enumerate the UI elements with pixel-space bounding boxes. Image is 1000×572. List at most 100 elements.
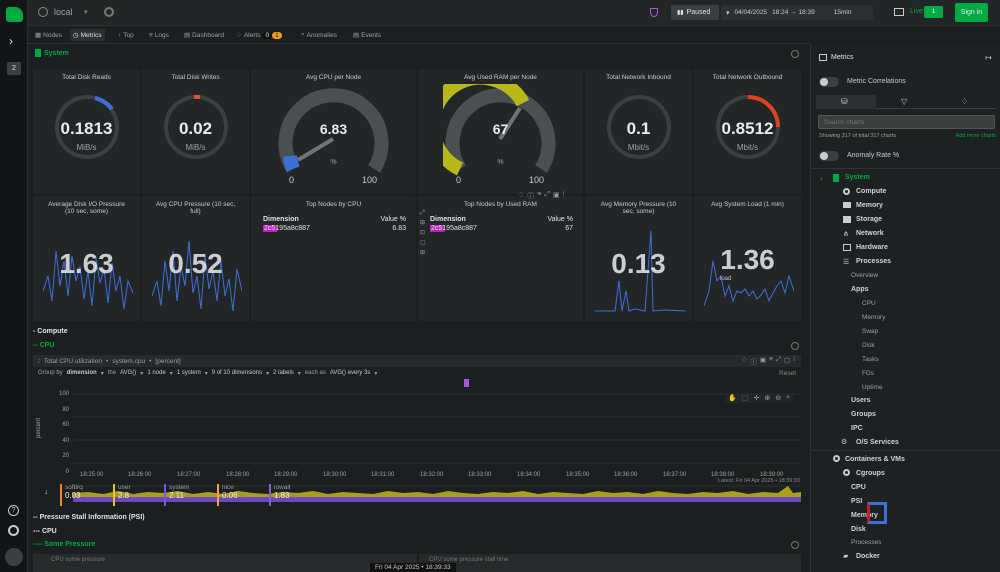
chart-memory-pressure[interactable]: Avg Memory Pressure (10 sec, some) 0.13 xyxy=(585,196,692,321)
grid-icon[interactable]: ⁞ xyxy=(793,356,795,363)
zoom-in-icon[interactable]: ⊕ xyxy=(764,395,771,402)
tab-events[interactable]: ▤ Events xyxy=(353,29,381,41)
tree-item[interactable]: FDs xyxy=(862,370,874,377)
tree-item[interactable]: System xyxy=(845,174,870,181)
psi-bookmark-icon[interactable] xyxy=(791,541,799,549)
search-charts-input[interactable] xyxy=(818,115,995,129)
avg-aggregation[interactable]: AVG() xyxy=(120,370,137,376)
expand-sidebar-icon[interactable]: › xyxy=(9,34,13,48)
tree-item[interactable]: CPU xyxy=(851,484,866,491)
node-name[interactable]: 2c5195a8c887 xyxy=(263,225,311,232)
select-icon[interactable]: ⬚ xyxy=(741,395,749,402)
tree-item[interactable]: PSI xyxy=(851,498,863,505)
crosshair-icon[interactable]: ✛ xyxy=(753,395,760,402)
tab-top[interactable]: ↑ Top xyxy=(118,29,134,41)
tree-item[interactable]: Compute xyxy=(856,188,887,195)
tab-nodes[interactable]: ▦ Nodes xyxy=(35,29,62,41)
tree-item[interactable]: Hardware xyxy=(856,244,888,251)
pause-button[interactable]: ▮▮ Paused xyxy=(671,5,719,20)
gauge-disk-writes[interactable]: Total Disk Writes 0.02 MiB/s xyxy=(142,69,249,194)
tree-item[interactable]: Overview xyxy=(851,272,879,279)
tree-item[interactable]: Memory xyxy=(851,512,878,519)
tree-item[interactable]: Cgroups xyxy=(856,470,885,477)
correlations-toggle[interactable] xyxy=(819,77,839,87)
legend-item[interactable]: iowait 1.83 % xyxy=(269,484,319,506)
drag-icon[interactable]: ⁞ xyxy=(562,191,565,198)
alert-icon[interactable]: ♢ xyxy=(518,192,525,199)
legend-item[interactable]: softirq 0.03 % xyxy=(60,484,110,506)
systems-dropdown-icon[interactable]: ▾ xyxy=(204,371,208,377)
dimension-dropdown-icon[interactable]: ▾ xyxy=(100,371,104,377)
tab-filters[interactable]: ▽ xyxy=(876,95,936,109)
chart-cpu-pressure[interactable]: Avg CPU Pressure (10 sec, full) 0.52 xyxy=(142,196,249,321)
time-aggregation[interactable]: AVG() every 3s xyxy=(329,370,371,376)
chart-disk-io-pressure[interactable]: Average Disk I/O Pressure (10 sec, some)… xyxy=(33,196,140,321)
avg-dropdown-icon[interactable]: ▾ xyxy=(140,371,144,377)
sign-in-button[interactable]: Sign in xyxy=(955,3,988,22)
tree-item[interactable]: Users xyxy=(851,397,871,404)
tree-item[interactable]: O/S Services xyxy=(856,439,899,446)
anomaly-marker[interactable] xyxy=(464,379,469,387)
tree-item[interactable]: IPC xyxy=(851,425,863,432)
zoom-reset-icon[interactable]: ⌕ xyxy=(786,394,790,401)
user-avatar[interactable] xyxy=(5,548,23,566)
table-top-nodes-ram[interactable]: ♢ ⓘ ≡ ⤢ ▣ ⁞ Top Nodes by Used RAM Dimension V… xyxy=(418,191,583,321)
space-dropdown-icon[interactable]: ▾ xyxy=(84,9,88,16)
collapse-panel-icon[interactable]: ↦ xyxy=(985,53,992,62)
tree-item[interactable]: Docker xyxy=(856,553,880,560)
tree-item[interactable]: Disk xyxy=(851,526,866,533)
legend-item[interactable]: system 2.11 % xyxy=(164,484,214,506)
layers-icon[interactable]: ▣ xyxy=(759,357,767,364)
gauge-avg-cpu[interactable]: Avg CPU per Node 6.83 % 0 100 xyxy=(251,69,416,194)
tab-anomalies[interactable]: ⌕ Anomalies xyxy=(301,29,337,41)
table-top-nodes-cpu[interactable]: Top Nodes by CPU Dimension Value % 2c519… xyxy=(251,196,416,321)
menu-icon[interactable]: ≡ xyxy=(537,191,542,198)
tree-item[interactable]: Tasks xyxy=(862,356,879,363)
tab-metrics[interactable]: ◷ Metrics xyxy=(70,29,105,41)
tree-item[interactable]: Processes xyxy=(851,539,882,546)
expand-icon[interactable]: ⤢ xyxy=(775,356,782,363)
menu-icon[interactable]: ≡ xyxy=(769,356,773,363)
node-name[interactable]: 2c5195a8c887 xyxy=(430,225,478,232)
tree-item[interactable]: Network xyxy=(856,230,884,237)
info-icon[interactable]: ⓘ xyxy=(527,193,535,200)
live-count-badge[interactable]: 1 xyxy=(924,6,943,18)
maximize-icon[interactable]: ▢ xyxy=(784,357,791,364)
chart-cpu-some-pressure[interactable]: CPU some pressure xyxy=(33,554,417,572)
add-more-charts-link[interactable]: Add more charts xyxy=(955,133,996,139)
pan-icon[interactable]: ✋ xyxy=(728,395,737,402)
tree-item[interactable]: Uptime xyxy=(862,384,883,391)
gauge-network-outbound[interactable]: Total Network Outbound 0.8512 Mbit/s xyxy=(694,69,801,194)
chart-total-cpu[interactable]: ⁞ Total CPU utilization • system.cpu • [… xyxy=(33,355,801,515)
labels-filter[interactable]: 2 labels xyxy=(273,370,294,376)
gauge-disk-reads[interactable]: Total Disk Reads 0.1813 MiB/s xyxy=(33,69,140,194)
systems-filter[interactable]: 1 system xyxy=(176,370,201,376)
tree-item[interactable]: Memory xyxy=(856,202,883,209)
tree-item[interactable]: Swap xyxy=(862,328,879,335)
date-range-picker[interactable]: ▾ 04/04/2025 18:24 → 18:39 15min xyxy=(721,5,873,20)
tree-item[interactable]: Disk xyxy=(862,342,875,349)
cpu-bookmark-icon[interactable] xyxy=(791,342,799,350)
dimensions-filter[interactable]: 9 of 10 dimensions xyxy=(211,370,263,376)
chart-cpu-some-pressure-stall[interactable]: CPU some pressure stall time xyxy=(419,554,801,572)
legend-item[interactable]: user 2.8 % xyxy=(113,484,163,506)
help-icon[interactable]: ? xyxy=(8,505,19,516)
settings-icon[interactable] xyxy=(8,525,19,536)
alert-icon[interactable]: ♢ xyxy=(741,357,748,364)
layers-icon[interactable]: ▣ xyxy=(552,192,560,199)
tab-logs[interactable]: ≡ Logs xyxy=(149,29,169,41)
chart-system-load[interactable]: Avg System Load (1 min) 1.36 load xyxy=(694,196,801,321)
tree-item[interactable]: Processes xyxy=(856,258,892,265)
tree-item[interactable]: Storage xyxy=(856,216,883,223)
space-settings-icon[interactable] xyxy=(104,7,114,17)
expand-icon[interactable]: ⤢ xyxy=(544,191,550,198)
group-by-dimension[interactable]: dimension xyxy=(66,370,97,376)
tree-item[interactable]: Containers & VMs xyxy=(845,456,905,463)
dimensions-dropdown-icon[interactable]: ▾ xyxy=(266,371,270,377)
tree-item[interactable]: Groups xyxy=(851,411,876,418)
nodes-dropdown-icon[interactable]: ▾ xyxy=(169,371,173,377)
tree-item[interactable]: Memory xyxy=(862,314,886,321)
drag-handle-icon[interactable]: ⁞ xyxy=(38,357,40,365)
zoom-out-icon[interactable]: ⊖ xyxy=(775,395,782,402)
tree-item[interactable]: Apps xyxy=(851,286,869,293)
